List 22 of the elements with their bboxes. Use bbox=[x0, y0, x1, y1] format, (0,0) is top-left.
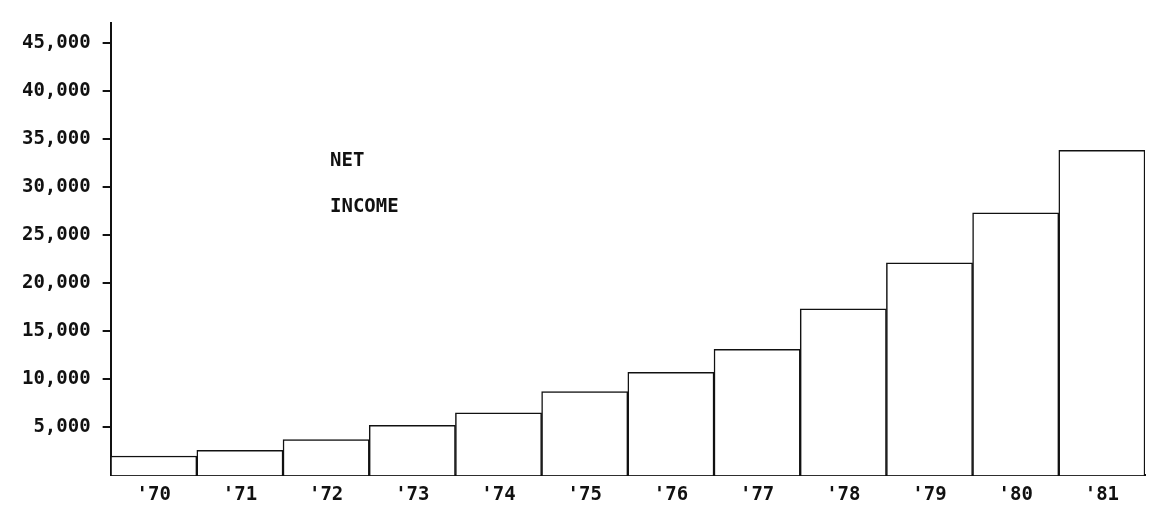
x-tick-label: '70 bbox=[136, 481, 171, 504]
x-tick-label: '79 bbox=[912, 481, 947, 504]
x-tick-label: '73 bbox=[395, 481, 430, 504]
y-tick-label: 40,000 bbox=[21, 77, 91, 100]
text: NET INCOME bbox=[330, 148, 399, 216]
x-tick-label: '81 bbox=[1084, 481, 1120, 504]
x-tick-label: '78 bbox=[826, 481, 861, 504]
y-tick-label: 20,000 bbox=[21, 269, 91, 292]
y-tick-label: 15,000 bbox=[21, 317, 91, 340]
y-tick-label: 35,000 bbox=[21, 125, 91, 148]
y-tick-label: 5,000 bbox=[33, 414, 91, 437]
y-tick-label: 45,000 bbox=[21, 29, 91, 52]
y-tick-label: 30,000 bbox=[21, 173, 91, 196]
y-tick-label: 10,000 bbox=[21, 366, 91, 389]
x-tick-label: '77 bbox=[739, 481, 775, 504]
y-tick-label: 25,000 bbox=[21, 221, 91, 244]
x-tick-label: '71 bbox=[222, 481, 258, 504]
x-tick-label: '72 bbox=[308, 481, 344, 504]
x-tick-label: '74 bbox=[481, 481, 516, 504]
x-tick-label: '80 bbox=[998, 481, 1033, 504]
x-tick-label: '76 bbox=[653, 481, 689, 504]
x-tick-label: '75 bbox=[567, 481, 602, 504]
